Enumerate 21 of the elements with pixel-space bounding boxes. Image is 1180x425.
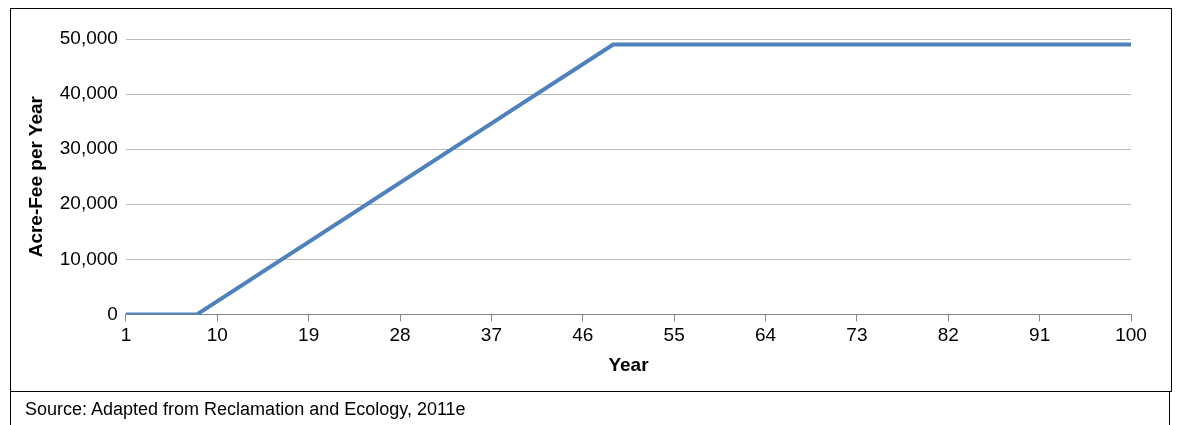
x-tick-label: 10 bbox=[206, 324, 228, 346]
y-tick-label: 50,000 bbox=[59, 27, 118, 49]
x-tick-label: 37 bbox=[480, 324, 502, 346]
source-note: Source: Adapted from Reclamation and Ecology, 2011e bbox=[25, 398, 467, 421]
x-tick-label: 73 bbox=[846, 324, 868, 346]
y-tick-label: 20,000 bbox=[59, 192, 118, 214]
x-tick-label: 82 bbox=[937, 324, 959, 346]
x-tick-label: 100 bbox=[1115, 324, 1147, 346]
x-tick-label: 28 bbox=[389, 324, 411, 346]
x-tick-label: 91 bbox=[1029, 324, 1051, 346]
y-tick-label: 30,000 bbox=[59, 137, 118, 159]
x-tick-label: 1 bbox=[120, 324, 132, 346]
x-axis-title: Year bbox=[608, 353, 650, 375]
y-tick-label: 10,000 bbox=[59, 247, 118, 269]
y-tick-label: 0 bbox=[107, 302, 118, 324]
x-tick-label: 19 bbox=[298, 324, 320, 346]
x-tick-label: 55 bbox=[663, 324, 685, 346]
y-axis-title: Acre-Fee per Year bbox=[24, 95, 46, 258]
x-tick-label: 64 bbox=[754, 324, 777, 346]
x-tick-label: 46 bbox=[572, 324, 594, 346]
y-tick-label: 40,000 bbox=[59, 82, 118, 104]
